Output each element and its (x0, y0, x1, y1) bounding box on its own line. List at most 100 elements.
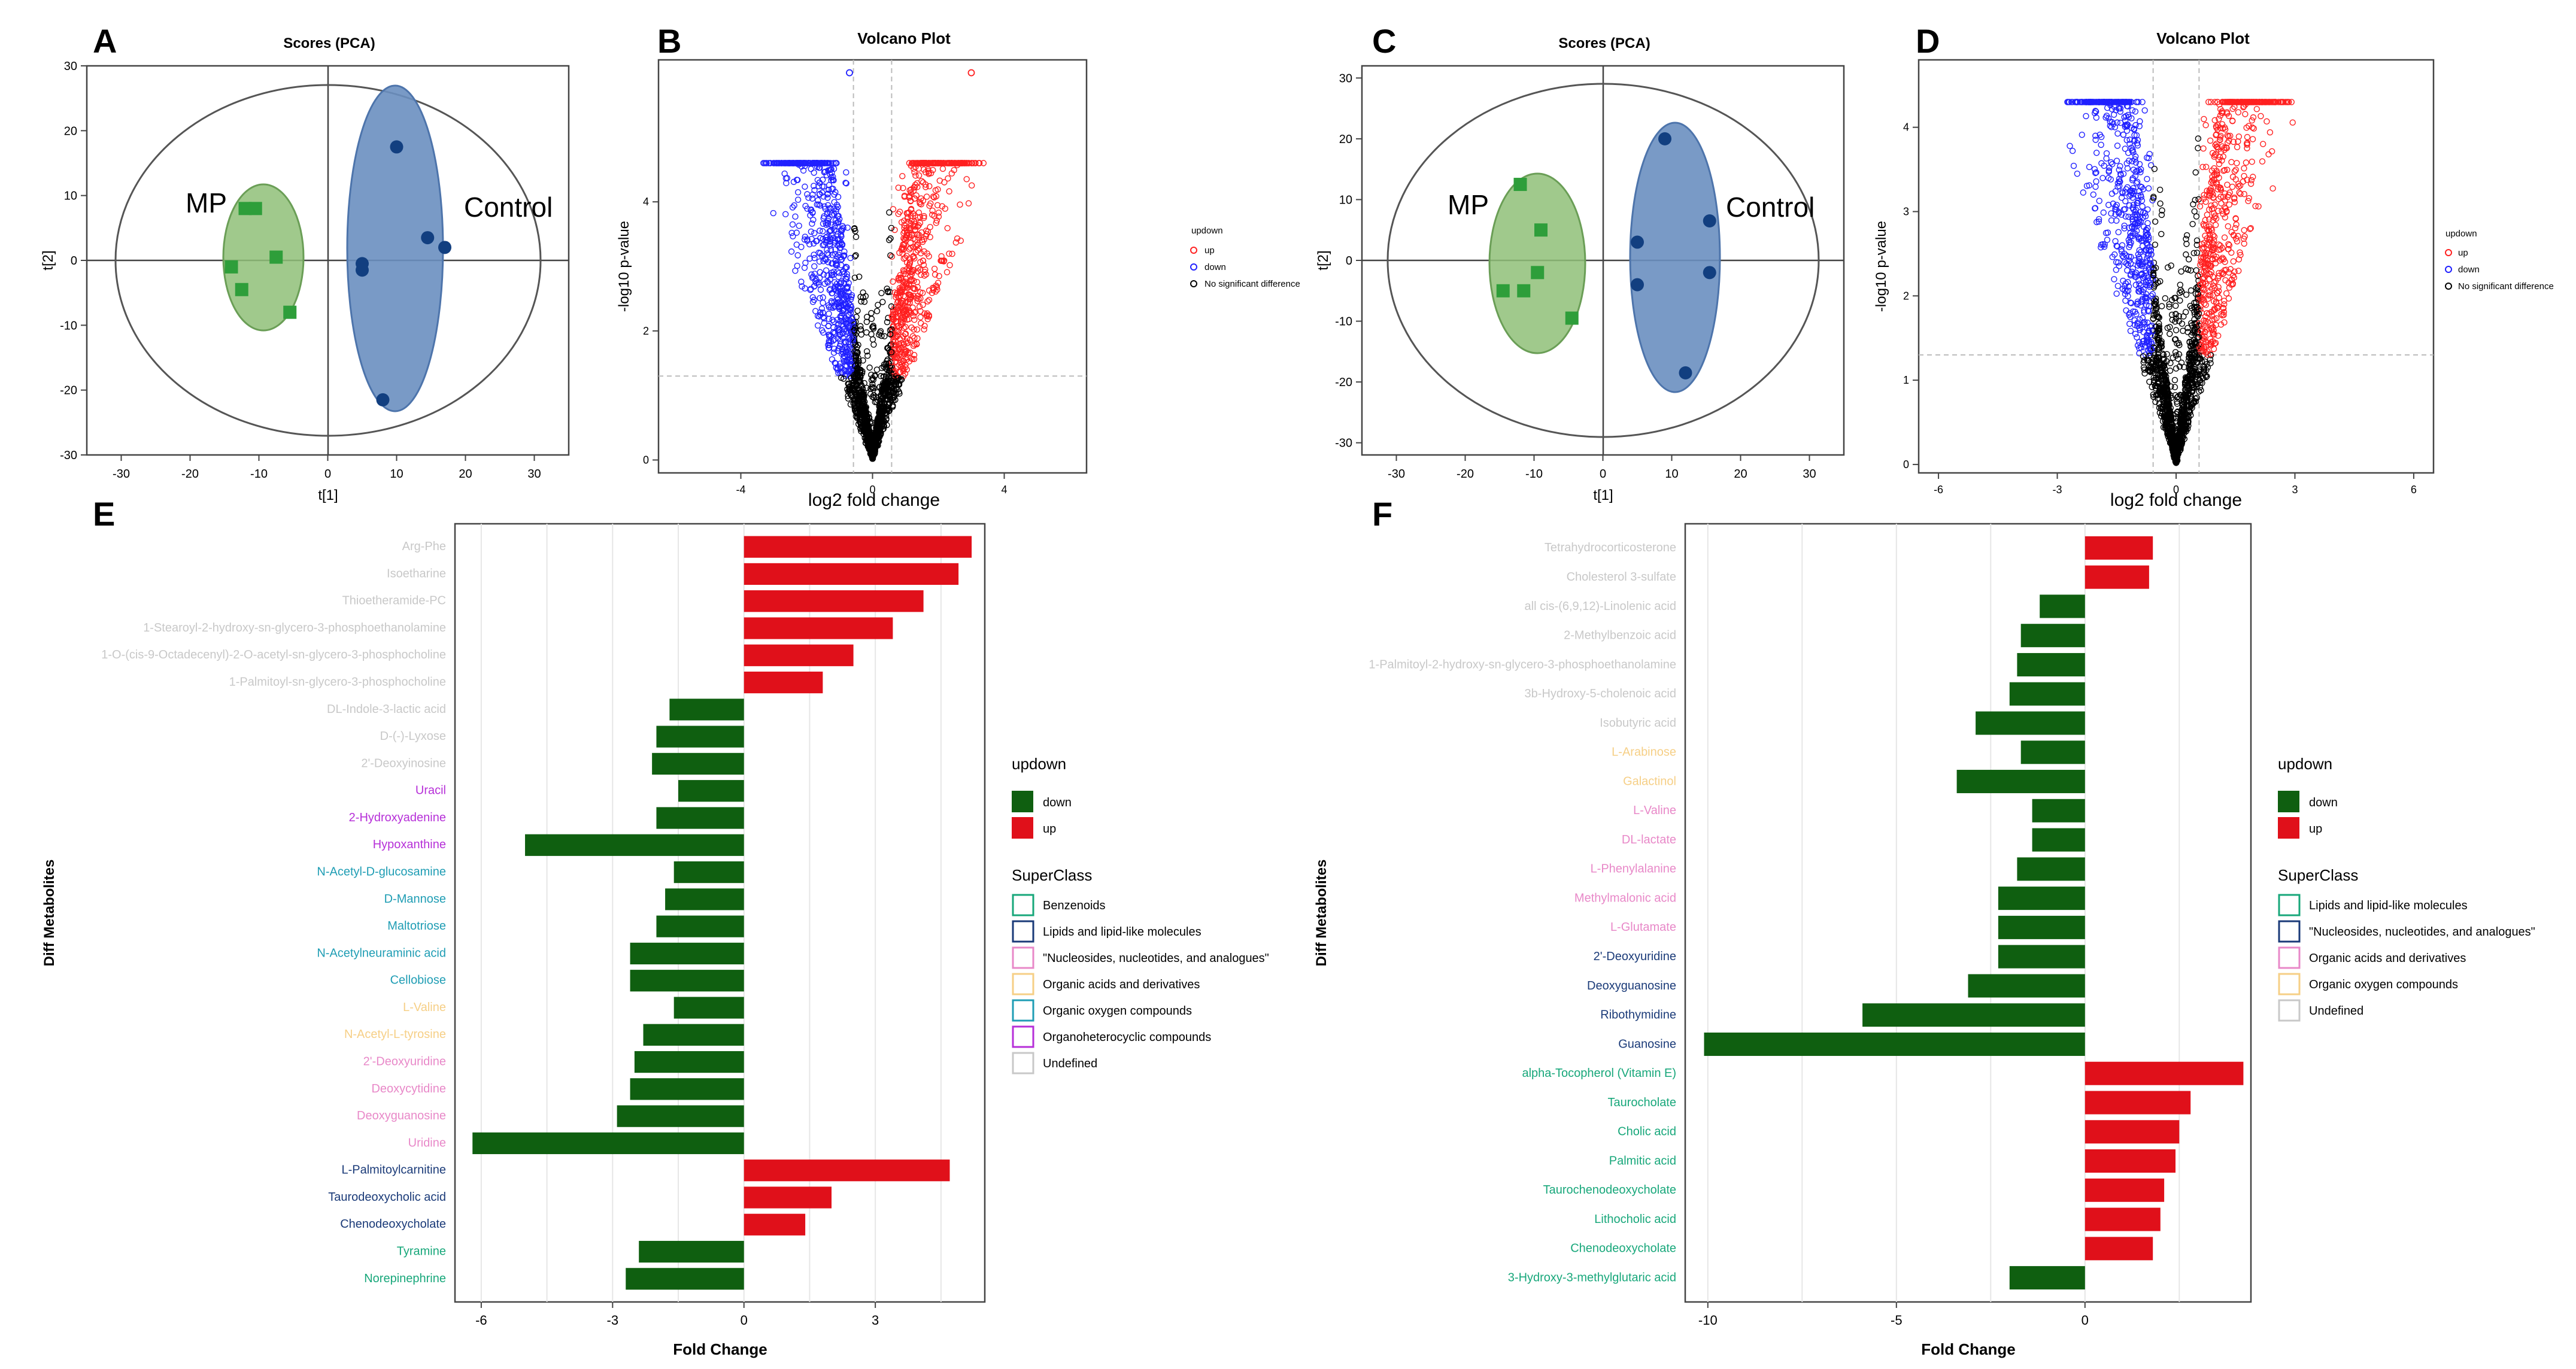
mp-sample-point (248, 202, 262, 215)
volcano-point (884, 318, 891, 326)
volcano-point (2250, 174, 2256, 180)
volcano-point (918, 271, 924, 278)
volcano-point (834, 324, 841, 332)
volcano-point (878, 290, 885, 296)
volcano-point (2093, 150, 2100, 156)
volcano-point (866, 364, 873, 371)
volcano-point (2079, 131, 2085, 138)
volcano-point (2157, 200, 2164, 207)
volcano-point (2069, 147, 2076, 154)
volcano-point (805, 195, 812, 201)
volcano-point (824, 217, 832, 224)
volcano-point (905, 349, 912, 356)
volcano-point (841, 248, 848, 255)
volcano-point (946, 262, 953, 269)
volcano-point (799, 283, 805, 290)
volcano-point (2070, 162, 2077, 169)
volcano-point (911, 286, 917, 292)
x-tick-label: 20 (459, 468, 472, 481)
volcano-point (934, 286, 940, 293)
volcano-point (888, 253, 896, 260)
volcano-point (854, 308, 861, 314)
volcano-point (2265, 151, 2272, 157)
volcano-point (832, 360, 839, 367)
volcano-point (891, 226, 898, 233)
volcano-point (902, 299, 909, 306)
volcano-point (901, 280, 908, 286)
mp-sample-point (1517, 284, 1531, 298)
volcano-point (895, 211, 902, 217)
pca-c-xlabel: t[1] (1593, 487, 1613, 503)
volcano-point (2139, 99, 2146, 105)
control-sample-point (1679, 366, 1692, 380)
volcano-point (917, 289, 924, 296)
volcano-point (839, 310, 846, 317)
y-tick-label: -10 (60, 319, 77, 332)
volcano-point (824, 195, 831, 201)
y-tick-label: 0 (1346, 254, 1352, 268)
volcano-point (2111, 276, 2117, 283)
volcano-point (2228, 159, 2235, 165)
volcano-point (914, 214, 921, 221)
volcano-point (837, 360, 844, 367)
control-sample-point (438, 241, 451, 254)
volcano-point (890, 206, 897, 213)
volcano-point (2080, 189, 2087, 196)
volcano-d-title: Volcano Plot (2156, 29, 2250, 47)
volcano-point (2190, 201, 2196, 208)
volcano-point (790, 178, 797, 186)
volcano-point (2139, 203, 2146, 210)
volcano-point (843, 276, 850, 283)
volcano-point (921, 272, 928, 279)
volcano-point (860, 289, 866, 296)
volcano-point (813, 280, 820, 287)
panel-letter-e: E (93, 495, 115, 533)
volcano-point (870, 341, 877, 348)
volcano-point (794, 189, 802, 196)
volcano-point (789, 221, 796, 228)
volcano-point (831, 211, 838, 218)
volcano-point (927, 233, 933, 241)
panel-letter-c: C (1372, 22, 1396, 60)
volcano-point (793, 177, 800, 183)
volcano-point (808, 228, 815, 235)
volcano-point (811, 263, 818, 270)
volcano-point (914, 326, 921, 333)
volcano-b-ylabel: -log10 p-value (616, 221, 632, 312)
volcano-point (829, 356, 836, 363)
volcano-point (829, 251, 836, 259)
volcano-point (830, 160, 837, 166)
volcano-point (834, 317, 841, 323)
volcano-point (871, 373, 878, 380)
volcano-point (839, 330, 846, 337)
volcano-point (907, 244, 914, 251)
pca-c-ylabel: t[2] (1315, 250, 1331, 270)
volcano-point (814, 322, 821, 329)
volcano-point (2207, 360, 2214, 366)
volcano-point (968, 182, 975, 189)
y-tick-label: 0 (643, 454, 649, 466)
volcano-point (2229, 118, 2236, 125)
volcano-point (857, 323, 864, 330)
volcano-point (2211, 201, 2218, 208)
volcano-point (2113, 290, 2120, 297)
volcano-point (887, 327, 894, 333)
volcano-b-frame (657, 59, 1088, 474)
volcano-point (804, 191, 811, 198)
volcano-point (830, 337, 836, 344)
y-tick-label: 10 (1339, 193, 1352, 207)
volcano-b-legend: updown up down No significant difference (1190, 226, 1300, 289)
volcano-point (824, 247, 830, 253)
volcano-point (817, 286, 824, 293)
volcano-point (924, 298, 931, 305)
volcano-point (820, 294, 826, 301)
mp-sample-point (1513, 178, 1527, 192)
volcano-point (902, 354, 909, 362)
volcano-point (911, 356, 918, 362)
volcano-point (826, 215, 832, 221)
volcano-point (906, 160, 913, 166)
volcano-point (921, 326, 927, 333)
volcano-point (926, 253, 932, 260)
mp-sample-point (269, 250, 283, 264)
volcano-point (914, 278, 921, 286)
